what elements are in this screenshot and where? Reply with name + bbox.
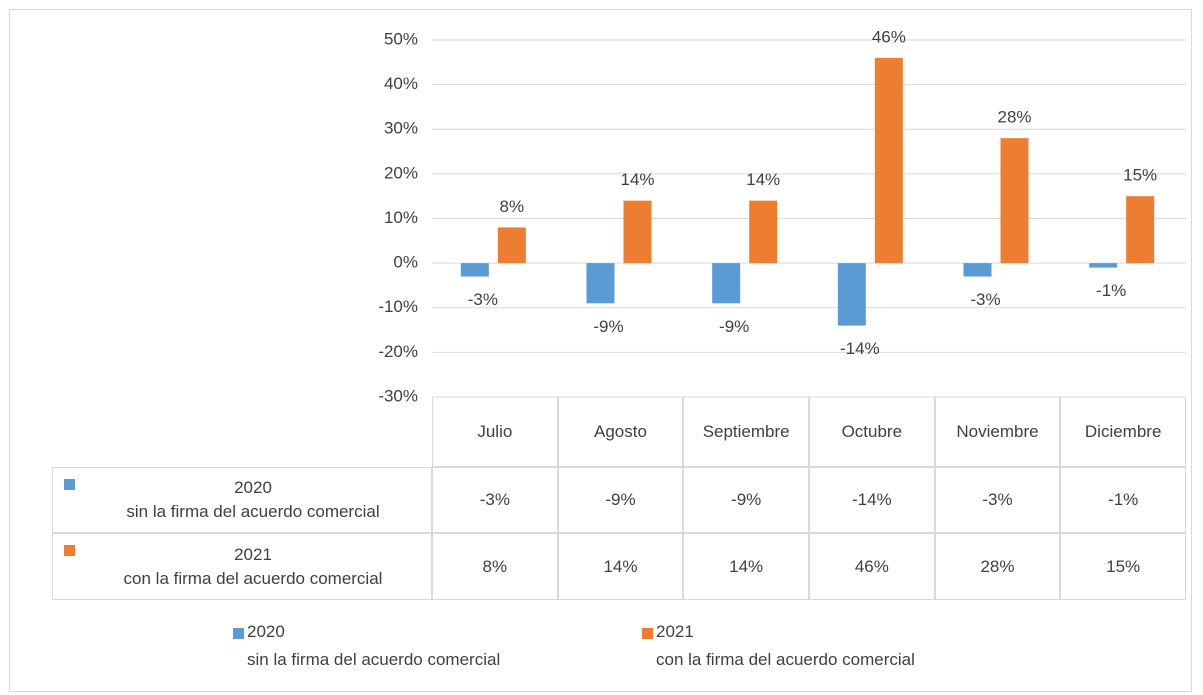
legend-swatch — [233, 628, 244, 639]
legend-label: 2020 sin la firma del acuerdo comercial — [247, 622, 501, 669]
table-cell: -1% — [1060, 467, 1186, 533]
data-label: -1% — [1096, 281, 1126, 300]
data-label: 46% — [872, 27, 906, 46]
data-label: -14% — [840, 339, 880, 358]
data-label: 15% — [1123, 166, 1157, 185]
bar — [586, 263, 615, 304]
bar — [963, 263, 992, 277]
data-label: 28% — [997, 108, 1031, 127]
x-tick-label: Agosto — [557, 397, 684, 467]
bar — [1126, 196, 1155, 264]
y-tick-label: 50% — [384, 29, 418, 48]
y-tick-label: 20% — [384, 163, 418, 182]
table-cell: 8% — [432, 533, 558, 600]
x-tick-label: Septiembre — [683, 397, 809, 467]
bar — [623, 200, 652, 264]
table-cell: 14% — [557, 533, 684, 600]
table-cell: -9% — [557, 467, 684, 533]
table-cell: -14% — [809, 467, 935, 533]
y-tick-label: -30% — [378, 386, 418, 405]
y-tick-label: 10% — [384, 208, 418, 227]
x-tick-label: Diciembre — [1060, 397, 1186, 467]
bar — [749, 200, 778, 264]
bar — [1089, 263, 1118, 268]
table-legend-swatch — [64, 545, 75, 556]
y-tick-label: 0% — [393, 253, 418, 272]
bar — [497, 227, 526, 264]
table-cell: 46% — [809, 533, 935, 600]
bar — [712, 263, 741, 304]
x-tick-label: Octubre — [809, 397, 935, 467]
table-cell: -3% — [432, 467, 558, 533]
table-legend-swatch — [64, 479, 75, 490]
legend-swatch — [642, 628, 653, 639]
x-tick-label: Julio — [432, 397, 558, 467]
legend-label: 2021 con la firma del acuerdo comercial — [656, 622, 915, 669]
bar — [1000, 138, 1029, 264]
table-cell: 15% — [1060, 533, 1186, 600]
table-cell: 14% — [683, 533, 809, 600]
table-cell: -3% — [934, 467, 1061, 533]
x-tick-label: Noviembre — [934, 397, 1061, 467]
data-label: 8% — [500, 197, 525, 216]
chart-frame — [9, 9, 1192, 692]
table-cell: -9% — [683, 467, 809, 533]
data-label: 14% — [620, 170, 654, 189]
y-tick-label: -20% — [378, 342, 418, 361]
y-tick-label: 40% — [384, 74, 418, 93]
table-series-name: 2020 sin la firma del acuerdo comercial — [52, 467, 432, 533]
table-series-name: 2021 con la firma del acuerdo comercial — [52, 533, 432, 600]
data-label: 14% — [746, 170, 780, 189]
data-label: -3% — [468, 290, 498, 309]
table-cell: 28% — [934, 533, 1061, 600]
bar — [874, 57, 903, 264]
y-tick-label: -10% — [378, 297, 418, 316]
data-label: -9% — [719, 317, 749, 336]
data-label: -9% — [593, 317, 623, 336]
bar — [837, 263, 866, 326]
data-label: -3% — [970, 290, 1000, 309]
bar — [460, 263, 489, 277]
y-tick-label: 30% — [384, 119, 418, 138]
